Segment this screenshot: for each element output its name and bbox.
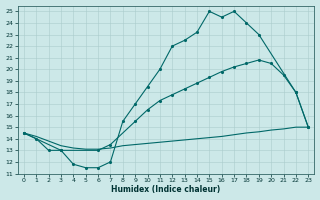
X-axis label: Humidex (Indice chaleur): Humidex (Indice chaleur) [111,185,221,194]
